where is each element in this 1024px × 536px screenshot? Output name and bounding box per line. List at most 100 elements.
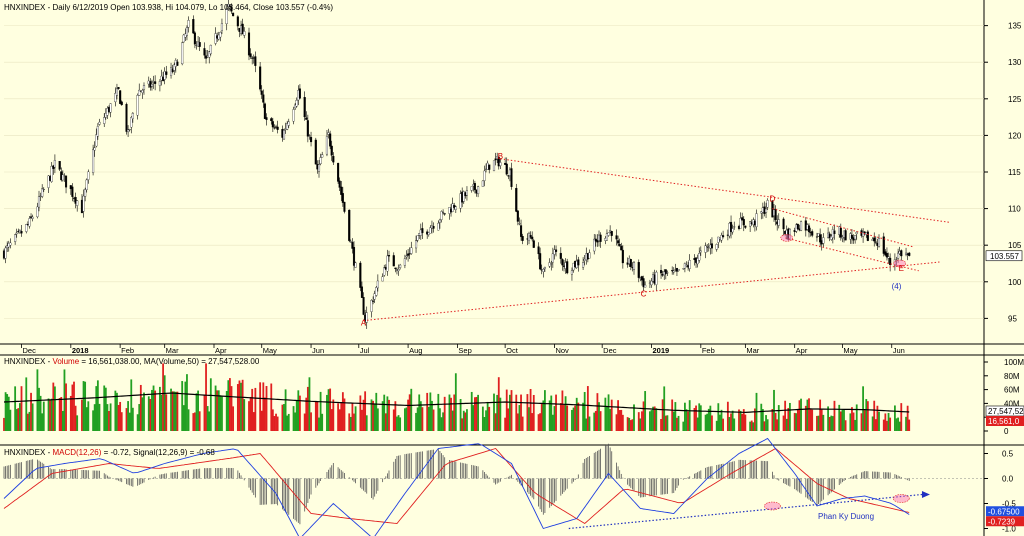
candle-body: [744, 225, 747, 228]
wave-label: B: [498, 152, 503, 161]
volume-bar: [308, 377, 311, 431]
volume-bar: [833, 400, 836, 431]
volume-bar: [370, 399, 373, 431]
candle-body: [462, 191, 465, 202]
volume-bar: [337, 403, 339, 431]
volume-bar: [7, 396, 10, 431]
volume-tick-label: 0: [1004, 427, 1009, 436]
volume-bar: [330, 409, 333, 431]
volume-bar: [637, 412, 640, 431]
candle-body: [432, 226, 435, 229]
volume-bar: [159, 386, 161, 431]
macd-header-prefix: HNXINDEX -: [4, 448, 53, 457]
volume-ma-label: 27,547,52: [988, 407, 1024, 416]
candle-body: [742, 219, 745, 226]
volume-bar: [488, 406, 491, 431]
last-price-label: 103.557: [990, 252, 1019, 261]
volume-bar: [685, 409, 688, 431]
volume-bar: [871, 416, 874, 431]
candle-body: [243, 31, 246, 36]
candle-body: [659, 270, 663, 274]
volume-bar: [338, 409, 341, 431]
volume-bar: [483, 417, 486, 431]
candle-body: [811, 231, 814, 236]
candle-body: [52, 165, 55, 169]
candle-body: [352, 246, 356, 266]
volume-bar: [128, 412, 131, 431]
volume-bar: [163, 375, 166, 431]
price-tick-label: 135: [1008, 22, 1022, 31]
candle-body: [542, 269, 545, 272]
volume-bar: [804, 405, 807, 431]
candle-body: [127, 129, 130, 133]
volume-bar: [206, 406, 209, 431]
candle-body: [774, 208, 777, 221]
volume-bar: [808, 398, 810, 431]
candle-body: [855, 232, 858, 235]
candle-body: [710, 243, 714, 249]
volume-bar: [908, 419, 911, 431]
candle-body: [298, 88, 301, 99]
volume-bar: [421, 407, 424, 431]
volume-bar: [499, 397, 502, 431]
volume-bar: [472, 405, 475, 431]
candle-body: [87, 171, 90, 180]
candle-body: [165, 71, 168, 75]
candle-body: [841, 237, 844, 239]
volume-bar: [93, 404, 96, 431]
volume-bar: [765, 415, 767, 431]
volume-bar: [276, 416, 279, 431]
candle-body: [214, 33, 217, 44]
volume-bar: [410, 388, 413, 431]
candle-body: [621, 249, 624, 264]
candle-body: [9, 242, 12, 246]
macd-tick-label: 0.5: [1002, 450, 1014, 459]
volume-bar: [461, 418, 464, 431]
volume-bar: [606, 406, 608, 431]
candle-body: [443, 213, 446, 215]
volume-bar: [793, 412, 796, 431]
volume-bar: [306, 386, 309, 431]
volume-bar: [275, 413, 277, 431]
volume-bar: [831, 416, 834, 431]
candle-body: [515, 187, 518, 212]
volume-tick-label: 100M: [1004, 358, 1024, 367]
volume-bar: [688, 400, 691, 431]
candle-body: [319, 157, 322, 165]
volume-bar: [798, 400, 801, 431]
candle-body: [125, 103, 128, 132]
candle-body: [142, 85, 146, 90]
volume-bar: [443, 396, 446, 431]
candle-body: [741, 217, 744, 221]
volume-bar: [696, 417, 699, 431]
candle-body: [889, 257, 892, 266]
candle-body: [193, 32, 196, 45]
volume-bar: [900, 403, 903, 431]
volume-bar: [214, 385, 217, 431]
x-tick-label: Feb: [702, 346, 715, 355]
volume-bar: [299, 395, 301, 431]
candle-body: [28, 218, 31, 227]
volume-bar: [561, 390, 564, 431]
candle-body: [187, 20, 190, 28]
volume-bar: [551, 414, 554, 431]
candle-body: [683, 263, 686, 269]
candle-body: [173, 64, 176, 71]
macd-highlight-ellipse: [892, 494, 910, 503]
volume-bar: [766, 419, 769, 431]
volume-bar: [28, 411, 31, 431]
volume-bar: [563, 404, 565, 431]
volume-bar: [851, 407, 853, 431]
volume-bar: [687, 411, 689, 431]
divergence-arrowhead: [921, 491, 930, 498]
volume-bar: [216, 390, 219, 431]
volume-last-label: 16,561,0: [988, 417, 1020, 426]
candle-body: [850, 234, 854, 239]
candle-body: [494, 158, 497, 161]
volume-bar: [641, 411, 643, 431]
candle-body: [131, 113, 134, 119]
volume-bar: [104, 387, 107, 431]
candle-body: [292, 109, 295, 122]
volume-bar: [518, 405, 521, 431]
volume-bar: [777, 405, 780, 431]
